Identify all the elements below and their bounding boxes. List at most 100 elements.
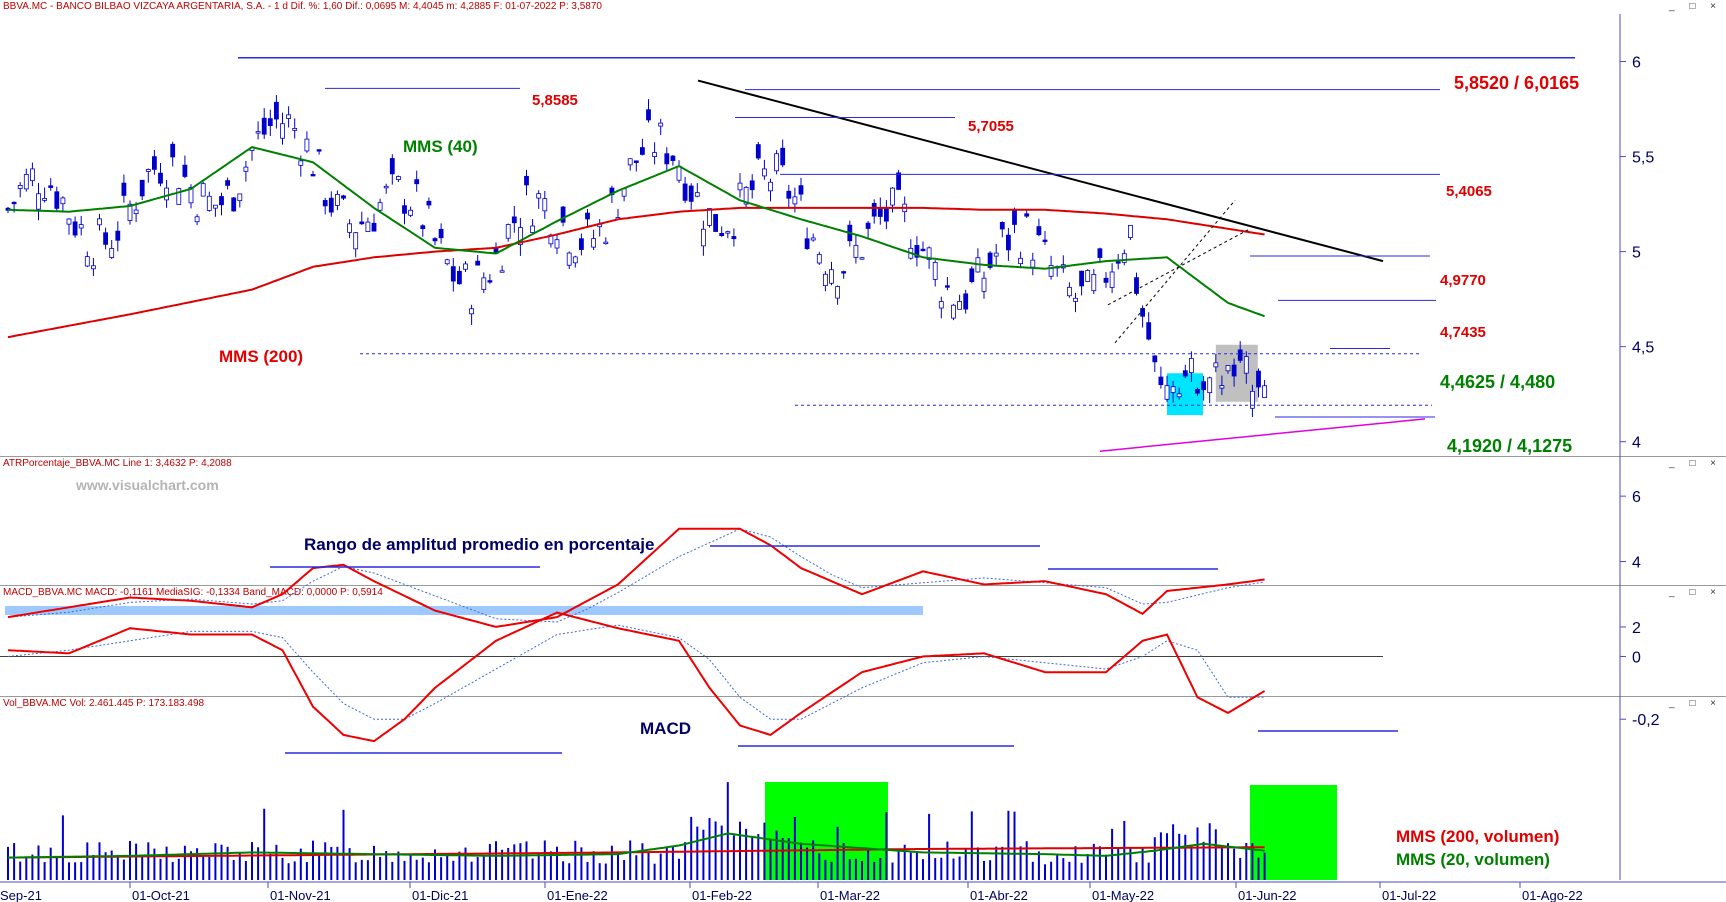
candle-body	[97, 218, 102, 226]
candle-body	[1006, 234, 1011, 251]
candle-body	[505, 224, 511, 239]
candle-body	[48, 185, 54, 188]
candle-body	[292, 128, 298, 131]
price-tick-label: 6	[1632, 55, 1641, 72]
mms200-label: MMS (200)	[219, 347, 303, 366]
candle-body	[383, 185, 389, 189]
pink-support-line	[1099, 418, 1426, 452]
candle-body	[29, 168, 35, 182]
candle-body	[920, 248, 926, 252]
candle-body	[11, 201, 17, 205]
candle-body	[841, 271, 847, 274]
candle-body	[932, 261, 938, 280]
candle-body	[786, 190, 792, 199]
candle-body	[536, 193, 542, 199]
level-label-4-4625: 4,4625 / 4,480	[1440, 372, 1555, 392]
candle-body	[542, 198, 548, 212]
volume-plot	[7, 782, 1337, 880]
atr-highlight-bar	[5, 606, 923, 615]
candle-body	[865, 222, 871, 229]
candle-body	[737, 182, 743, 191]
candle-body	[749, 180, 755, 191]
candle-body	[951, 304, 956, 319]
price-tick-label: 5,5	[1632, 150, 1654, 167]
candle-body	[438, 228, 444, 239]
candle-body	[579, 238, 584, 250]
candle-body	[1091, 274, 1097, 292]
candle-body	[1164, 385, 1170, 400]
price-tick-label: 5	[1632, 245, 1641, 262]
candle-body	[530, 225, 535, 233]
candle-body	[188, 187, 194, 204]
level-label-5-7055: 5,7055	[968, 118, 1014, 135]
candle-body	[334, 194, 340, 206]
downtrend-line	[697, 79, 1384, 263]
candle-body	[353, 232, 359, 250]
volume-mms20-line	[7, 832, 1265, 859]
candle-body	[1170, 386, 1176, 393]
candle-body	[652, 152, 657, 157]
volume-panel: Vol_BBVA.MC Vol: 2.461.445 P: 173.183.49…	[0, 696, 1726, 902]
candle-body	[420, 225, 426, 230]
candle-body	[42, 198, 47, 201]
level-label-4-1920: 4,1920 / 4,1275	[1447, 436, 1572, 456]
candle-body	[1207, 377, 1213, 394]
volume-window-buttons[interactable]: _ □ ×	[1669, 698, 1722, 709]
x-tick-label: 01-Nov-21	[270, 888, 331, 902]
mms40-line	[7, 146, 1265, 318]
candle-body	[999, 222, 1005, 230]
level-label-4-9770: 4,9770	[1440, 272, 1486, 289]
candle-body	[1079, 270, 1084, 287]
candle-body	[835, 286, 840, 299]
candle-body	[121, 182, 127, 196]
macd-tick-label: 0	[1632, 649, 1641, 666]
candle-body	[731, 236, 737, 240]
candle-body	[1042, 239, 1048, 242]
candle-body	[487, 280, 493, 283]
volume-highlight-jun	[1250, 785, 1337, 880]
macd-line	[7, 611, 1266, 743]
candle-body	[109, 248, 115, 258]
candle-body	[115, 230, 121, 241]
x-tick-label: 01-Ene-22	[547, 888, 608, 902]
vol-mms20-label: MMS (20, volumen)	[1396, 850, 1550, 869]
candle-body	[316, 149, 322, 152]
candle-body	[768, 181, 773, 192]
candle-body	[255, 131, 261, 134]
candle-body	[688, 185, 694, 202]
macd-panel: MACD_BBVA.MC MACD: -0,1161 MediaSIG: -0,…	[0, 585, 1726, 695]
candle-body	[463, 263, 468, 270]
candle-body	[212, 204, 218, 209]
level-label-5-8520: 5,8520 / 6,0165	[1454, 73, 1579, 93]
price-window-buttons[interactable]: _ □ ×	[1669, 1, 1722, 12]
candle-body	[139, 179, 145, 197]
candle-body	[511, 216, 517, 224]
atr-window-buttons[interactable]: _ □ ×	[1669, 458, 1722, 469]
atr-tick-label: 2	[1632, 620, 1641, 637]
candle-body	[762, 168, 767, 177]
candle-body	[1225, 365, 1231, 372]
atr-line	[7, 527, 1265, 628]
candle-body	[1231, 364, 1237, 377]
candle-body	[914, 245, 920, 258]
candle-body	[987, 252, 993, 268]
candle-body	[499, 270, 505, 273]
candle-body	[164, 187, 170, 201]
macd-window-buttons[interactable]: _ □ ×	[1669, 587, 1722, 598]
candle-body	[17, 184, 23, 189]
mms200-line	[7, 206, 1265, 339]
level-label-4-7435: 4,7435	[1440, 324, 1486, 341]
x-tick-label: 01-Jun-22	[1238, 888, 1297, 902]
candle-body	[231, 197, 237, 212]
macd-plot	[0, 611, 1398, 754]
candle-body	[444, 259, 450, 265]
candle-body	[816, 254, 822, 264]
price-panel-title: BBVA.MC - BANCO BILBAO VIZCAYA ARGENTARI…	[3, 1, 602, 12]
candle-body	[560, 206, 566, 223]
candle-body	[1237, 349, 1243, 361]
candle-body	[60, 197, 66, 205]
candle-body	[1250, 390, 1255, 409]
candle-body	[322, 200, 328, 207]
atr-tick-label: 4	[1632, 555, 1641, 572]
